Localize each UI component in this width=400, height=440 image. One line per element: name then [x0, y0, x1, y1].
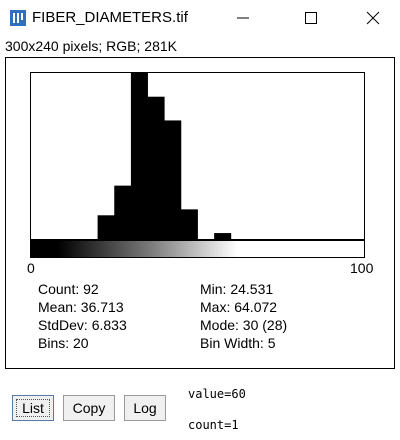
imagej-app-icon [10, 10, 26, 26]
lut-gradient-bar [30, 240, 365, 258]
histogram-bar-45 [180, 209, 198, 239]
histogram-bar-55 [214, 233, 232, 239]
stat-mean: Mean: 36.713 [38, 299, 124, 315]
stat-min: Min: 24.531 [200, 281, 274, 297]
histogram-bar-30 [130, 73, 148, 239]
histogram-bar-25 [114, 185, 132, 239]
window-title: FIBER_DIAMETERS.tif [32, 9, 188, 26]
histogram-bar-40 [164, 120, 182, 239]
stat-bin-width: Bin Width: 5 [200, 335, 276, 351]
close-button[interactable] [350, 0, 396, 36]
stat-bins: Bins: 20 [38, 335, 89, 351]
stat-count: Count: 92 [38, 281, 99, 297]
image-info: 300x240 pixels; RGB; 281K [5, 38, 177, 54]
list-button-label: List [22, 400, 44, 416]
stat-mode: Mode: 30 (28) [200, 317, 288, 333]
minimize-button[interactable] [220, 0, 266, 36]
axis-min-label: 0 [27, 260, 35, 276]
maximize-icon [305, 12, 317, 24]
title-bar[interactable]: FIBER_DIAMETERS.tif [0, 0, 400, 36]
copy-button-label: Copy [72, 400, 106, 416]
minimize-icon [237, 17, 249, 19]
maximize-button[interactable] [288, 0, 334, 36]
cursor-count-readout: count=1 [188, 418, 239, 432]
histogram-bars [97, 73, 232, 239]
log-button-label: Log [133, 400, 157, 416]
focus-ring [16, 399, 50, 417]
stat-max: Max: 64.072 [200, 299, 278, 315]
histogram-bar-20 [97, 215, 115, 239]
log-button[interactable]: Log [124, 395, 166, 421]
close-icon [366, 11, 380, 25]
copy-button[interactable]: Copy [63, 395, 115, 421]
stat-stddev: StdDev: 6.833 [38, 317, 127, 333]
cursor-value-readout: value=60 [188, 387, 246, 401]
list-button[interactable]: List [12, 395, 54, 421]
histogram-bar-35 [147, 96, 165, 239]
histogram-plot[interactable] [30, 72, 365, 240]
axis-max-label: 100 [350, 260, 374, 276]
